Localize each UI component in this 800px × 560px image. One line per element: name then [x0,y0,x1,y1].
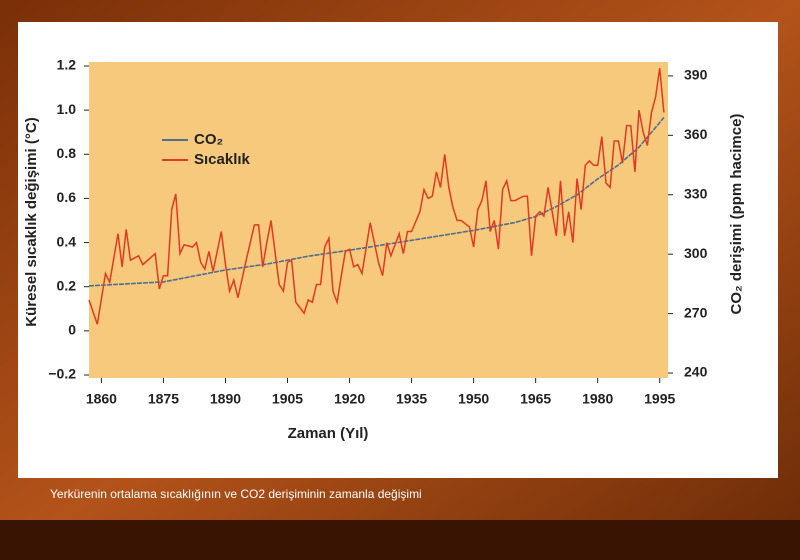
y-tick-label: 0 [68,322,76,338]
series-line [88,116,665,287]
series-line [88,68,665,325]
y2-tick-label: 300 [684,245,708,261]
x-tick-label: 1905 [272,391,303,407]
y2-tick-label: 330 [684,185,708,201]
y2-axis-label: CO₂ derişimi (ppm hacimce) [728,114,745,315]
x-tick-label: 1935 [396,391,427,407]
y-tick-label: 1.2 [57,57,77,73]
footer-band [0,520,800,560]
x-tick-label: 1950 [458,391,489,407]
x-tick-label: 1860 [86,391,117,407]
y2-tick-label: 360 [684,126,708,142]
legend-label: CO₂ [194,131,223,148]
y-tick-label: 0.6 [57,189,77,205]
x-tick-label: 1890 [210,391,241,407]
y-tick-label: 0.2 [57,277,77,293]
x-tick-label: 1995 [644,391,675,407]
y-tick-label: −0.2 [48,366,76,382]
y2-tick-label: 390 [684,67,708,83]
x-tick-label: 1980 [582,391,613,407]
y2-tick-label: 240 [684,364,708,380]
y-axis-label: Küresel sıcaklık değişimi (°C) [23,117,40,326]
caption: Yerkürenin ortalama sıcaklığının ve CO2 … [50,487,422,501]
plot-area [89,62,668,378]
y-tick-label: 1.0 [57,101,77,117]
legend-label: Sıcaklık [194,151,251,168]
y2-tick-label: 270 [684,304,708,320]
x-tick-label: 1965 [520,391,551,407]
x-axis-label: Zaman (Yıl) [288,425,369,442]
y-tick-label: 0.8 [57,145,77,161]
y-tick-label: 0.4 [57,233,77,249]
x-tick-label: 1920 [334,391,365,407]
x-tick-label: 1875 [148,391,179,407]
